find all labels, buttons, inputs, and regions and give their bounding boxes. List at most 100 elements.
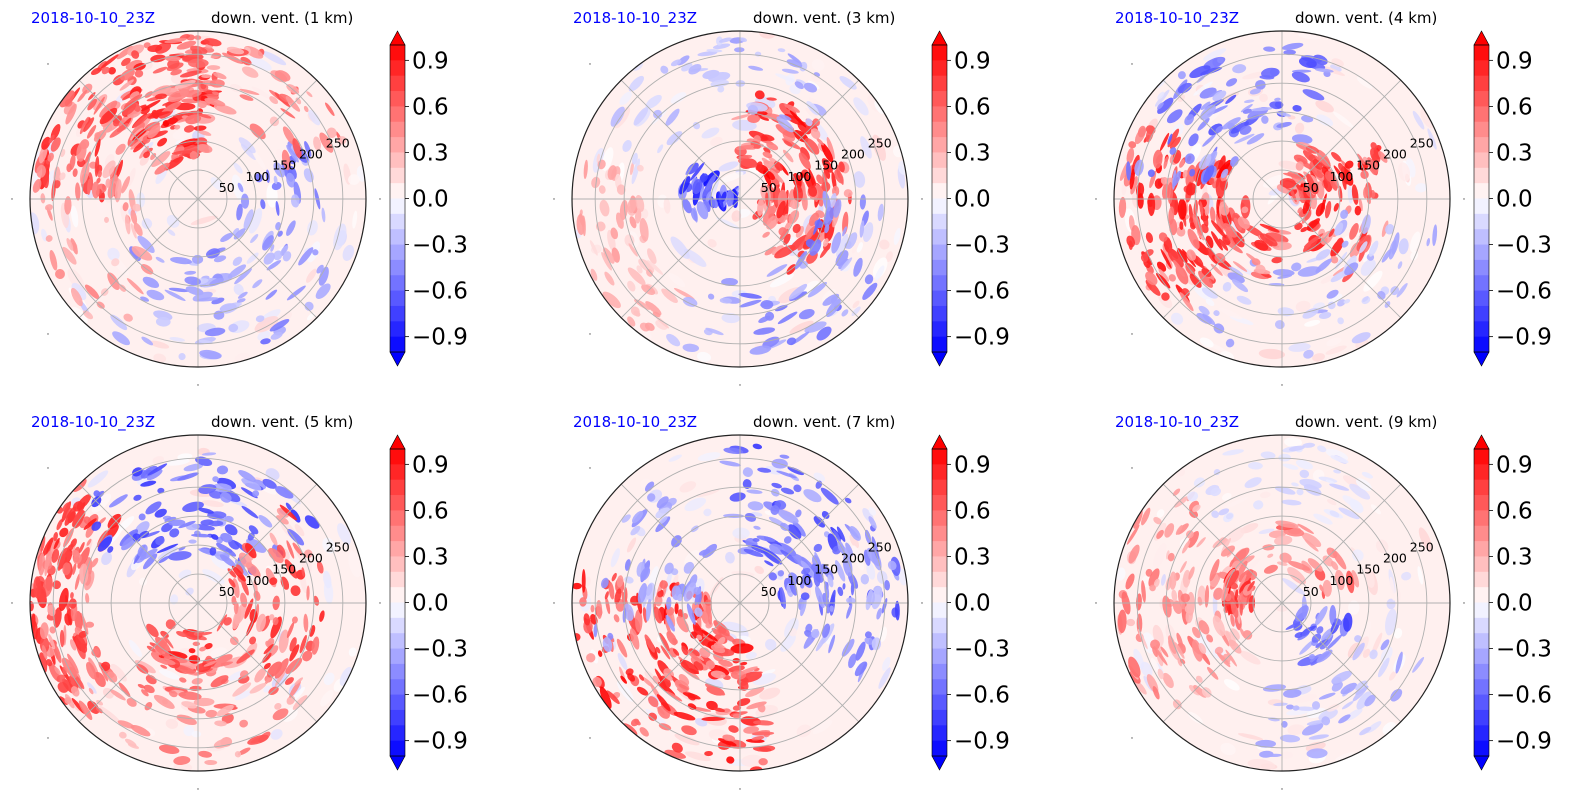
field-cell — [1286, 704, 1294, 710]
field-cell — [167, 117, 179, 125]
colorbar-level — [390, 449, 405, 465]
field-cell — [705, 327, 724, 336]
field-cell — [707, 238, 717, 248]
field-cell — [236, 203, 243, 221]
field-cell — [764, 246, 777, 256]
colorbar-level — [1474, 725, 1489, 742]
radial-tick-label: 250 — [326, 540, 350, 555]
grid-spoke — [197, 602, 318, 723]
field-cell — [229, 636, 239, 646]
field-cell — [1349, 483, 1371, 500]
colorbar-level — [390, 290, 405, 307]
field-cell — [157, 137, 168, 147]
field-cell — [732, 713, 742, 719]
field-cell — [79, 563, 89, 585]
field-cell — [1293, 154, 1308, 165]
field-cell — [249, 57, 272, 71]
field-cell — [627, 280, 636, 292]
colorbar-level — [932, 336, 947, 353]
colorbar-level — [932, 709, 947, 726]
axis-tick-mark — [921, 198, 923, 200]
field-cell — [280, 108, 296, 119]
field-cell — [348, 551, 362, 578]
field-cell — [132, 203, 142, 212]
field-cell — [821, 511, 830, 519]
field-cell — [678, 683, 689, 690]
field-cell — [263, 252, 275, 265]
field-cell — [1148, 568, 1160, 587]
field-cell — [660, 65, 669, 74]
colorbar-level — [390, 709, 405, 726]
field-cell — [239, 719, 249, 728]
field-cell — [760, 299, 774, 310]
field-cell — [757, 198, 765, 216]
colorbar-level — [932, 213, 947, 230]
field-cell — [800, 597, 807, 617]
field-cell — [878, 667, 891, 689]
field-cell — [610, 548, 620, 568]
field-cell — [610, 106, 625, 127]
field-cell — [631, 158, 640, 185]
colorbar-tick-label: −0.6 — [1496, 279, 1552, 305]
field-cell — [781, 68, 799, 74]
field-cell — [710, 670, 726, 679]
field-cell — [238, 470, 257, 482]
field-cell — [233, 601, 239, 615]
field-cell — [1172, 699, 1182, 710]
field-cell — [1218, 307, 1243, 320]
axis-tick-mark — [1281, 384, 1283, 386]
field-cell — [169, 594, 179, 605]
field-cell — [322, 537, 336, 554]
colorbar-tick-label: −0.9 — [412, 729, 468, 755]
field-cell — [107, 247, 120, 261]
colorbar-level — [390, 137, 405, 153]
field-cell — [83, 518, 97, 530]
field-cell — [614, 588, 622, 605]
field-cell — [718, 37, 732, 43]
field-cell — [219, 554, 236, 568]
field-cell — [147, 44, 163, 52]
field-cell — [616, 638, 628, 658]
field-cell — [648, 696, 659, 708]
field-cell — [1315, 606, 1328, 626]
field-cell — [87, 470, 109, 488]
field-cell — [779, 522, 790, 532]
field-cell — [149, 340, 170, 349]
field-cell — [56, 674, 66, 683]
field-cell — [216, 704, 234, 717]
field-cell — [851, 236, 861, 254]
field-cell — [706, 700, 718, 711]
field-cell — [155, 256, 165, 263]
field-cell — [84, 284, 100, 300]
field-cell — [1340, 682, 1357, 695]
field-cell — [227, 568, 237, 578]
field-cell — [99, 107, 118, 125]
field-cell — [308, 109, 321, 126]
field-cell — [849, 526, 861, 541]
field-cell — [176, 631, 187, 638]
field-cell — [1297, 266, 1321, 277]
field-cell — [303, 168, 314, 183]
axis-tick-mark — [1095, 198, 1097, 200]
field-cell — [59, 527, 69, 538]
field-cell — [173, 756, 191, 765]
field-cell — [1274, 486, 1296, 495]
colorbar-tick-label: 0.9 — [412, 452, 449, 478]
field-cell — [306, 312, 315, 321]
colorbar-tick-label: 0.6 — [954, 498, 991, 524]
field-cell — [152, 456, 164, 464]
field-layer — [1118, 33, 1438, 363]
field-cell — [1167, 552, 1175, 562]
field-cell — [668, 454, 682, 462]
field-cell — [70, 307, 88, 325]
field-cell — [833, 529, 840, 539]
field-cell — [752, 537, 760, 542]
date-label: 2018-10-10_23Z — [573, 413, 697, 432]
field-cell — [124, 94, 143, 108]
colorbar-level — [932, 495, 947, 511]
field-cell — [839, 174, 844, 185]
field-cell — [656, 694, 671, 712]
field-cell — [1157, 102, 1164, 110]
field-cell — [262, 478, 277, 489]
field-cell — [708, 71, 731, 83]
